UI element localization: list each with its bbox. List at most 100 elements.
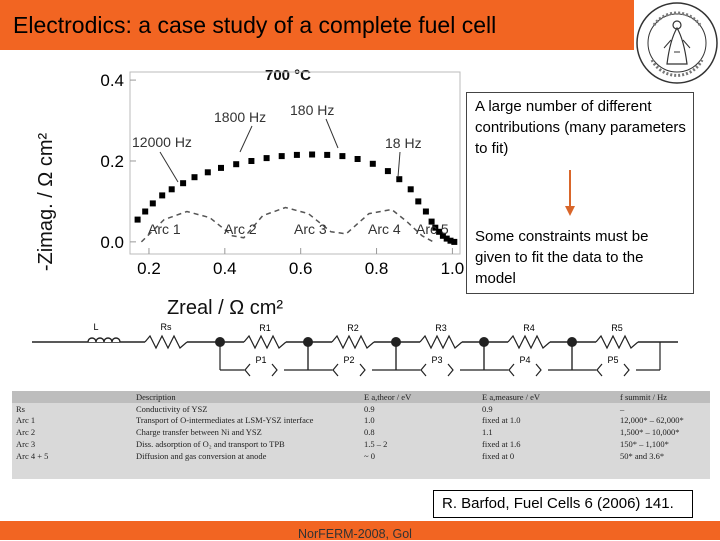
annotation-1800hz: 1800 Hz (214, 109, 266, 125)
data-point (443, 235, 450, 242)
cpe-element (359, 363, 366, 377)
data-point (396, 176, 403, 183)
annotation-180hz: 180 Hz (290, 102, 334, 118)
title-bar (0, 0, 634, 50)
data-point (293, 151, 300, 158)
table-cell: fixed at 1.0 (482, 415, 521, 426)
pointer-18hz (397, 151, 401, 178)
data-point (384, 168, 391, 175)
table-cell: Arc 1 (16, 415, 36, 426)
data-point (248, 158, 255, 164)
resistor-label: R4 (523, 323, 535, 333)
cpe-label: P1 (255, 355, 266, 365)
cpe-label: P5 (607, 355, 618, 365)
parameter-table-panel: Description E a,theor / eV E a,measure /… (12, 391, 710, 479)
chart-title: 700 °C (265, 67, 311, 84)
table-header-cell: f summit / Hz (620, 391, 667, 402)
x-axis-label: Zreal / Ω cm² (167, 297, 283, 319)
arc-5-label: Arc 5 (416, 221, 449, 237)
table-cell: fixed at 1.6 (482, 439, 521, 450)
note-bottom-text: Some constraints must be given to fit th… (475, 228, 649, 287)
table-cell: 150* – 1,100* (620, 439, 669, 450)
table-cell: 0.9 (482, 403, 493, 414)
data-point (218, 164, 224, 171)
data-point (369, 160, 376, 167)
equivalent-circuit-diagram: L Rs R1 P1 R2 P2 R3 P3 R4 P4 R5 P5 (32, 322, 678, 377)
y-tick-label: 0.2 (100, 152, 124, 171)
reference-text: R. Barfod, Fuel Cells 6 (2006) 141. (442, 495, 674, 512)
table-cell: Rs (16, 403, 25, 414)
inductor-L (87, 337, 121, 343)
fitted-arcs-dashed-line (140, 206, 434, 243)
data-point (168, 186, 175, 193)
x-tick-label: 1.0 (441, 259, 465, 278)
table-cell: 1.5 – 2 (364, 439, 388, 450)
x-tick-label: 0.6 (289, 259, 313, 278)
cpe-label: P3 (431, 355, 442, 365)
annotation-18hz: 18 Hz (385, 135, 422, 151)
data-point (159, 192, 166, 199)
data-point (439, 232, 446, 239)
pointer-1800hz (239, 125, 253, 153)
reference-box: R. Barfod, Fuel Cells 6 (2006) 141. (433, 490, 693, 518)
table-cell: Diss. adsorption of O₂ and transport to … (136, 439, 285, 450)
table-row: Arc 4 + 5 Diffusion and gas conversion a… (12, 450, 710, 462)
data-point (309, 151, 316, 158)
table-cell: Diffusion and gas conversion at anode (136, 450, 267, 461)
resistor-Rs (144, 334, 188, 350)
table-cell: 1.0 (364, 415, 375, 426)
data-point (180, 180, 187, 187)
table-cell: Arc 4 + 5 (16, 450, 49, 461)
table-cell: 50* and 3.6* (620, 450, 665, 461)
data-point (354, 156, 361, 162)
resistor-label: R3 (435, 323, 447, 333)
table-cell: 12,000* – 62,000* (620, 415, 684, 426)
y-axis-label: -Zimag. / Ω cm² (35, 133, 57, 272)
resistor-label: R5 (611, 323, 623, 333)
resistor-label: R1 (259, 323, 271, 333)
table-row: Arc 3 Diss. adsorption of O₂ and transpo… (12, 438, 710, 450)
x-tick-label: 0.4 (213, 259, 237, 278)
data-point (447, 237, 454, 244)
table-cell: 0.8 (364, 427, 375, 438)
cpe-label: P2 (343, 355, 354, 365)
data-point (436, 228, 443, 235)
data-point (278, 153, 285, 160)
cpe-element (623, 363, 630, 377)
y-tick-label: 0.0 (100, 233, 124, 252)
impedance-plot: 700 °C -Zimag. / Ω cm² Zreal / Ω cm² 0.0… (35, 67, 465, 319)
data-point (324, 151, 331, 158)
data-point (422, 208, 429, 215)
table-cell: Arc 3 (16, 439, 36, 450)
table-cell: Conductivity of YSZ (136, 403, 208, 414)
table-cell: ~ 0 (364, 450, 375, 461)
table-cell: fixed at 0 (482, 450, 515, 461)
arc-2-label: Arc 2 (224, 221, 257, 237)
data-point (451, 238, 458, 245)
table-row: Arc 1 Transport of O-intermediates at LS… (12, 415, 710, 427)
data-point (142, 208, 149, 215)
table-header-cell: E a,theor / eV (364, 391, 412, 402)
cpe-label: P4 (519, 355, 530, 365)
data-point (233, 161, 240, 168)
annotation-12000hz: 12000 Hz (132, 134, 192, 150)
note-box (466, 92, 694, 294)
table-row: Arc 2 Charge transfer between Ni and YSZ… (12, 426, 710, 438)
data-point (339, 153, 346, 160)
data-point (191, 174, 198, 181)
parameter-table: Description E a,theor / eV E a,measure /… (12, 391, 710, 462)
data-point (407, 186, 414, 193)
arc-4-label: Arc 4 (368, 221, 401, 237)
slide-title: Electrodics: a case study of a complete … (13, 12, 497, 38)
x-tick-label: 0.8 (365, 259, 389, 278)
data-point (134, 216, 141, 223)
cpe-element (271, 363, 278, 377)
table-header-cell (12, 391, 132, 403)
data-point (432, 224, 439, 231)
table-cell: Charge transfer between Ni and YSZ (136, 427, 262, 438)
resistor-zigzag (507, 334, 551, 350)
table-cell: 1,500* – 10,000* (620, 427, 680, 438)
data-point (263, 155, 270, 162)
resistor-label: R2 (347, 323, 359, 333)
table-header-cell: Description (136, 391, 176, 402)
